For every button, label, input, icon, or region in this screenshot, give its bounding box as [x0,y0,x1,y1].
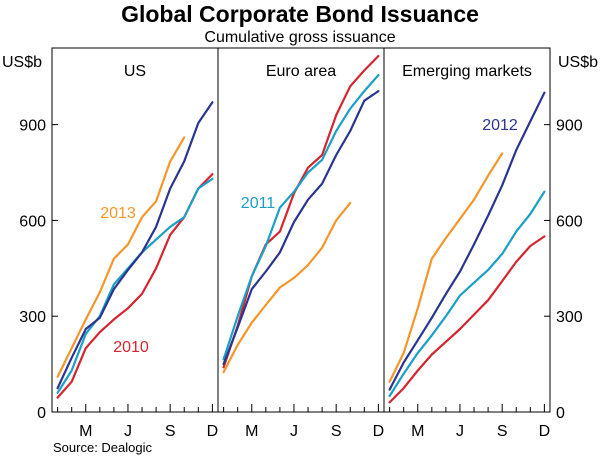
source-note: Source: Dealogic [53,440,152,455]
y-tick-label-right: 0 [556,405,565,422]
chart-subtitle: Cumulative gross issuance [204,29,395,46]
series-line-2011 [222,73,380,361]
series-line-2012 [56,101,214,390]
chart-title: Global Corporate Bond Issuance [121,1,479,27]
series-label-2013: 2013 [100,205,136,222]
x-tick-label: J [124,423,132,440]
x-tick-label: D [539,423,551,440]
x-tick-label: S [331,423,342,440]
x-tick-label: M [411,423,424,440]
series-label-2012: 2012 [482,117,518,134]
y-tick-label-left: 900 [19,118,46,135]
series-line-2012 [388,91,546,391]
x-tick-label: J [290,423,298,440]
y-tick-label-left: 600 [19,213,46,230]
series-line-2010 [388,235,546,404]
panel-title: Euro area [266,63,336,80]
y-axis-unit-left: US$b [2,54,42,71]
plot-area: 0 0 300 300 600 600 900 900 US M J S D 2013 2010 Euro a… [19,47,583,440]
series-line-2013 [388,152,504,383]
y-tick-label-right: 300 [556,309,583,326]
x-tick-label: S [165,423,176,440]
y-tick-label-right: 900 [556,118,583,135]
y-axis-unit-right: US$b [558,54,598,71]
x-tick-label: D [373,423,385,440]
plot-frame [51,47,551,413]
series-label-2011: 2011 [241,195,276,212]
x-tick-label: M [79,423,92,440]
panel-title: US [124,63,146,80]
series-line-2013 [56,136,186,378]
y-tick-label-right: 600 [556,213,583,230]
x-tick-label: D [207,423,219,440]
x-tick-label: J [456,423,464,440]
panel-title: Emerging markets [402,63,532,80]
y-tick-label-left: 0 [37,405,46,422]
x-tick-label: M [245,423,258,440]
y-tick-label-left: 300 [19,309,46,326]
series-line-2012 [222,89,380,366]
series-line-2011 [388,190,546,398]
series-line-2013 [222,201,352,374]
x-tick-label: S [497,423,508,440]
series-label-2010: 2010 [113,339,149,356]
